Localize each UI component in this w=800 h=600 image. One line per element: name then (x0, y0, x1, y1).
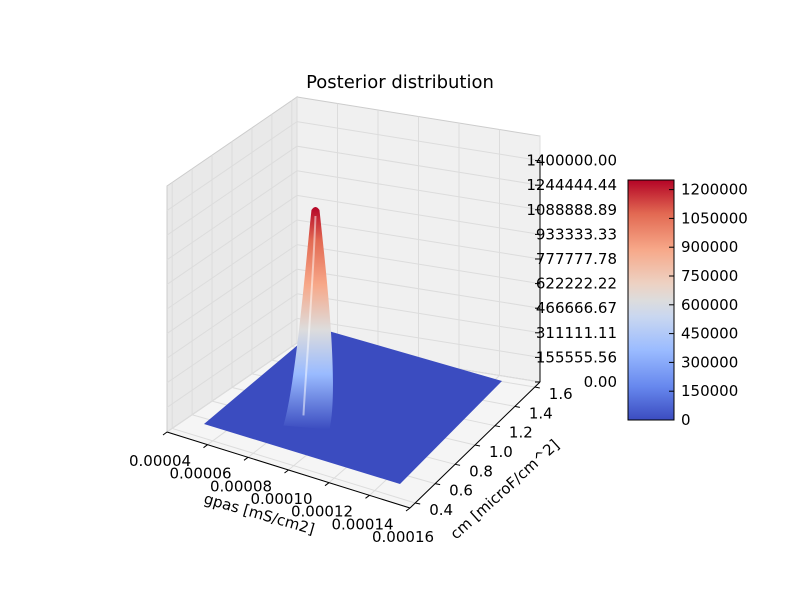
y-tick (435, 483, 441, 486)
chart-title: Posterior distribution (306, 72, 494, 93)
y-tick (454, 463, 461, 466)
y-tick (514, 405, 520, 408)
y-tick-label: 0.8 (469, 462, 493, 480)
y-tick (415, 502, 421, 505)
surface-floor (204, 328, 502, 484)
z-tick-label: 0.00 (584, 373, 617, 391)
z-tick-label: 933333.33 (536, 225, 617, 243)
grid-line-z (166, 219, 541, 310)
grid-line-z (166, 121, 541, 212)
grid-line-y (172, 427, 416, 504)
z-tick-label: 777777.78 (536, 250, 617, 268)
x-tick (243, 456, 249, 461)
colorbar-tick-label: 900000 (681, 238, 738, 256)
grid-line-z (166, 293, 541, 384)
z-tick-label: 155555.56 (536, 348, 617, 366)
z-tick-label: 466666.67 (536, 299, 617, 317)
y-tick-label: 1.0 (489, 443, 513, 461)
colorbar-tick-label: 1050000 (681, 209, 748, 227)
x-tick-label: 0.00004 (129, 452, 191, 470)
x-tick (365, 494, 370, 499)
x-tick (405, 507, 411, 512)
x-tick-label: 0.00006 (170, 465, 232, 483)
x-tick-label: 0.00016 (372, 528, 434, 546)
x-tick (162, 431, 168, 436)
colorbar-tick-label: 750000 (681, 267, 738, 285)
y-tick (474, 444, 481, 447)
peak-surface (283, 207, 333, 430)
grid-line-z (166, 268, 541, 359)
grid-line-z (166, 317, 541, 408)
colorbar-gradient (627, 179, 675, 421)
z-tick-label: 622222.22 (536, 275, 617, 293)
x-tick (203, 444, 208, 449)
x-tick-label: 0.00012 (291, 503, 353, 521)
x-tick-label: 0.00010 (251, 490, 313, 508)
surface-peak (283, 207, 333, 430)
colorbar-tick-label: 150000 (681, 382, 738, 400)
x-tick (324, 482, 330, 487)
surface-base (204, 328, 502, 484)
z-tick-label: 311111.11 (536, 324, 617, 342)
z-tick-label: 1400000.00 (526, 152, 617, 170)
x-tick-label: 0.00008 (210, 477, 272, 495)
z-tick-label: 1088888.89 (526, 201, 617, 219)
y-tick-label: 1.6 (549, 385, 573, 403)
y-tick (494, 425, 501, 428)
colorbar: 0 150000 300000 450000 600000 750000 900000 105… (627, 179, 748, 429)
peak-highlight (302, 215, 317, 416)
grid-line-z (166, 170, 541, 261)
y-tick (534, 386, 540, 389)
grid-line-z (166, 145, 541, 236)
y-tick-label: 1.2 (509, 424, 533, 442)
grid-line-z (166, 244, 541, 335)
colorbar-tick-label: 600000 (681, 296, 738, 314)
colorbar-tick-label: 1200000 (681, 181, 748, 199)
z-tick-label: 1244444.44 (526, 176, 617, 194)
colorbar-tick-label: 450000 (681, 325, 738, 343)
y-tick-label: 1.4 (529, 404, 553, 422)
y-tick-label: 0.4 (429, 501, 453, 519)
colorbar-tick-label: 300000 (681, 353, 738, 371)
y-tick-label: 0.6 (449, 482, 473, 500)
x-tick (284, 469, 289, 474)
x-tick-label: 0.00014 (332, 515, 394, 533)
colorbar-tick-label: 0 (681, 411, 691, 429)
grid-line-z (166, 194, 541, 285)
